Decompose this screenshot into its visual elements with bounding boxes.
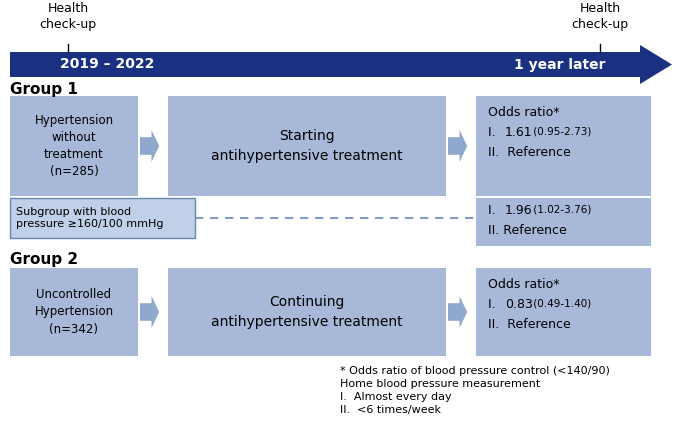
Text: (0.49-1.40): (0.49-1.40) [530,298,591,308]
Text: I.: I. [488,126,499,139]
Polygon shape [140,296,159,328]
Polygon shape [448,296,467,328]
FancyBboxPatch shape [10,96,138,196]
Text: Starting
antihypertensive treatment: Starting antihypertensive treatment [211,129,403,163]
Text: Home blood pressure measurement: Home blood pressure measurement [340,379,540,389]
FancyBboxPatch shape [10,52,640,77]
Text: * Odds ratio of blood pressure control (<140/90): * Odds ratio of blood pressure control (… [340,366,610,376]
Text: Hypertension
without
treatment
(n=285): Hypertension without treatment (n=285) [34,114,114,178]
Text: Continuing
antihypertensive treatment: Continuing antihypertensive treatment [211,295,403,329]
Text: Odds ratio*: Odds ratio* [488,106,560,119]
Text: 1.61: 1.61 [505,126,533,139]
Text: (0.95-2.73): (0.95-2.73) [530,126,591,136]
Text: 0.83: 0.83 [505,298,533,311]
Text: Uncontrolled
Hypertension
(n=342): Uncontrolled Hypertension (n=342) [34,288,114,336]
FancyBboxPatch shape [10,198,195,238]
Text: I.  Almost every day: I. Almost every day [340,392,451,402]
FancyBboxPatch shape [476,268,651,356]
Text: Group 2: Group 2 [10,252,78,267]
Text: (1.02-3.76): (1.02-3.76) [530,204,591,214]
Text: I.: I. [488,298,499,311]
FancyBboxPatch shape [168,268,446,356]
Polygon shape [448,130,467,162]
Text: Odds ratio*: Odds ratio* [488,278,560,291]
FancyBboxPatch shape [476,198,651,246]
Text: II.  <6 times/week: II. <6 times/week [340,405,441,415]
Text: 1 year later: 1 year later [514,57,606,72]
Text: II.  Reference: II. Reference [488,318,571,331]
FancyBboxPatch shape [10,268,138,356]
Text: Health
check-up: Health check-up [40,2,97,31]
FancyBboxPatch shape [168,96,446,196]
Polygon shape [140,130,159,162]
Text: Health
check-up: Health check-up [571,2,629,31]
FancyBboxPatch shape [476,96,651,196]
Text: II. Reference: II. Reference [488,224,566,237]
Text: 2019 – 2022: 2019 – 2022 [60,57,154,72]
Text: 1.96: 1.96 [505,204,533,217]
Text: II.  Reference: II. Reference [488,146,571,159]
Polygon shape [640,45,672,84]
Text: Subgroup with blood
pressure ≥160/100 mmHg: Subgroup with blood pressure ≥160/100 mm… [16,207,164,229]
Text: I.: I. [488,204,499,217]
Text: Group 1: Group 1 [10,82,78,97]
